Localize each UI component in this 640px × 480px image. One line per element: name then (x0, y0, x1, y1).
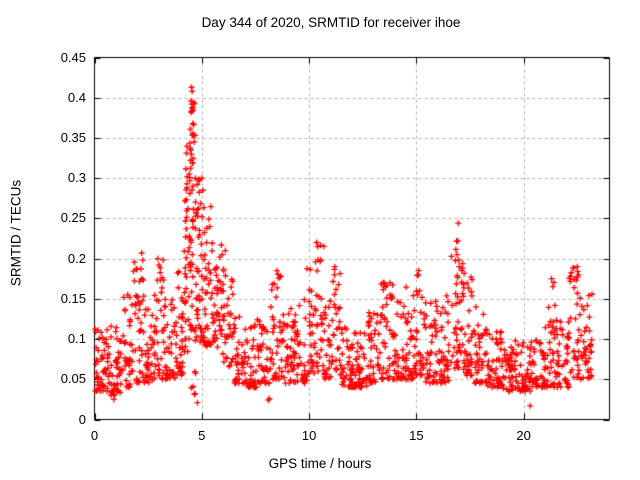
chart-title: Day 344 of 2020, SRMTID for receiver iho… (201, 15, 461, 30)
y-tick-label: 0.35 (60, 129, 86, 145)
y-tick-label: 0.1 (67, 331, 86, 347)
y-tick-label: 0.25 (60, 210, 86, 226)
y-tick-label: 0.3 (67, 170, 86, 186)
y-tick-label: 0.2 (67, 250, 86, 266)
y-tick-label: 0.15 (60, 290, 86, 306)
y-tick-label: 0.4 (67, 89, 86, 105)
x-axis-label: GPS time / hours (268, 456, 372, 471)
x-tick-label: 5 (198, 428, 206, 443)
y-axis-label: SRMTID / TECUs (8, 179, 24, 287)
x-tick-label: 0 (90, 428, 99, 443)
x-tick-label: 10 (301, 428, 317, 443)
y-tick-label: 0.45 (60, 49, 86, 65)
y-tick-label: 0 (78, 411, 86, 427)
y-tick-label: 0.05 (60, 371, 86, 387)
x-tick-label: 15 (409, 428, 424, 443)
x-tick-label: 20 (516, 428, 531, 443)
